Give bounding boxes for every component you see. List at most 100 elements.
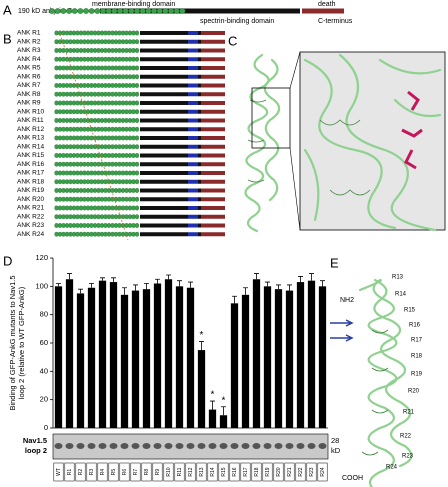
repeat — [82, 39, 87, 45]
error-bar — [100, 277, 105, 281]
repeat — [110, 223, 115, 228]
repeat — [113, 83, 119, 88]
blot-band — [120, 443, 129, 449]
repeat — [85, 205, 91, 211]
repeat — [120, 170, 126, 176]
repeat — [54, 48, 59, 53]
bar — [197, 350, 206, 428]
repeat — [96, 74, 101, 80]
repeat — [99, 56, 105, 62]
lane-box — [163, 462, 174, 482]
repeat — [103, 223, 108, 228]
repeat — [117, 56, 122, 62]
repeat — [61, 179, 66, 185]
repeat — [61, 56, 66, 62]
lane-box — [240, 462, 251, 482]
spacer — [140, 48, 188, 53]
repeat — [71, 30, 77, 36]
repeat — [99, 205, 105, 211]
repeat — [85, 188, 91, 193]
repeat — [134, 65, 140, 71]
repeat — [85, 179, 91, 185]
repeat — [106, 126, 112, 132]
repeat — [54, 223, 59, 228]
repeat — [61, 188, 66, 193]
repeat — [75, 30, 80, 36]
bar — [87, 287, 96, 428]
repeat-label: R14 — [395, 292, 407, 298]
repeat — [54, 74, 59, 80]
repeat — [92, 126, 98, 132]
blot-band — [241, 443, 250, 449]
bar — [175, 286, 184, 428]
spacer — [198, 74, 201, 79]
repeat — [106, 100, 112, 106]
repeat — [134, 205, 140, 211]
repeat — [99, 39, 105, 45]
repeat — [89, 74, 94, 80]
spacer — [188, 223, 198, 228]
repeat — [120, 144, 126, 150]
spacer — [201, 162, 225, 167]
repeat — [71, 91, 77, 97]
spacer — [188, 179, 198, 184]
spacer — [140, 92, 188, 97]
repeat — [82, 74, 87, 80]
repeat — [127, 74, 133, 80]
repeat — [82, 196, 87, 202]
repeat — [82, 30, 87, 36]
repeat — [75, 109, 80, 115]
blot-band — [252, 443, 261, 449]
lane-box — [174, 462, 185, 482]
spacer — [201, 74, 225, 79]
repeat — [82, 83, 87, 88]
repeat — [92, 231, 98, 237]
repeat — [75, 48, 80, 53]
row-label: ANK R19 — [17, 187, 44, 194]
repeat-label: R18 — [411, 354, 423, 360]
repeat — [106, 161, 112, 167]
repeat — [57, 170, 63, 176]
repeat — [113, 196, 119, 202]
repeat — [57, 205, 63, 211]
spacer — [188, 83, 198, 88]
repeat — [68, 231, 73, 237]
repeat — [82, 118, 87, 123]
domain-label: spectrin-binding domain — [200, 18, 274, 25]
bar — [153, 283, 162, 428]
spacer — [140, 162, 188, 167]
repeat — [54, 196, 59, 202]
repeat — [96, 214, 101, 220]
x-tick-label: R9 — [155, 469, 161, 476]
structure-e — [330, 278, 413, 487]
error-bar — [210, 400, 215, 410]
spacer — [140, 136, 188, 140]
repeat — [117, 100, 122, 106]
repeat — [89, 135, 94, 141]
repeat — [75, 56, 80, 62]
repeat — [89, 153, 94, 158]
repeat — [57, 196, 63, 202]
repeat — [85, 56, 91, 62]
repeat — [103, 214, 108, 220]
repeat — [103, 153, 108, 158]
repeat — [106, 223, 112, 228]
repeat — [113, 161, 119, 167]
spacer — [188, 101, 198, 105]
repeat — [120, 109, 126, 115]
repeat — [78, 205, 84, 211]
repeat — [57, 91, 63, 97]
repeat — [82, 205, 87, 211]
spacer — [140, 197, 188, 202]
bar — [241, 294, 250, 428]
repeat — [64, 231, 70, 237]
repeat — [103, 118, 108, 123]
x-tick-label: R11 — [177, 467, 183, 476]
error-bar — [56, 283, 61, 287]
y-axis-label: Binding of GFP-AnkG mutants to Nav1.5 — [8, 275, 17, 410]
repeat — [68, 100, 73, 106]
repeat — [75, 118, 80, 123]
repeat — [131, 170, 136, 176]
repeat — [100, 8, 107, 14]
repeat — [75, 161, 80, 167]
